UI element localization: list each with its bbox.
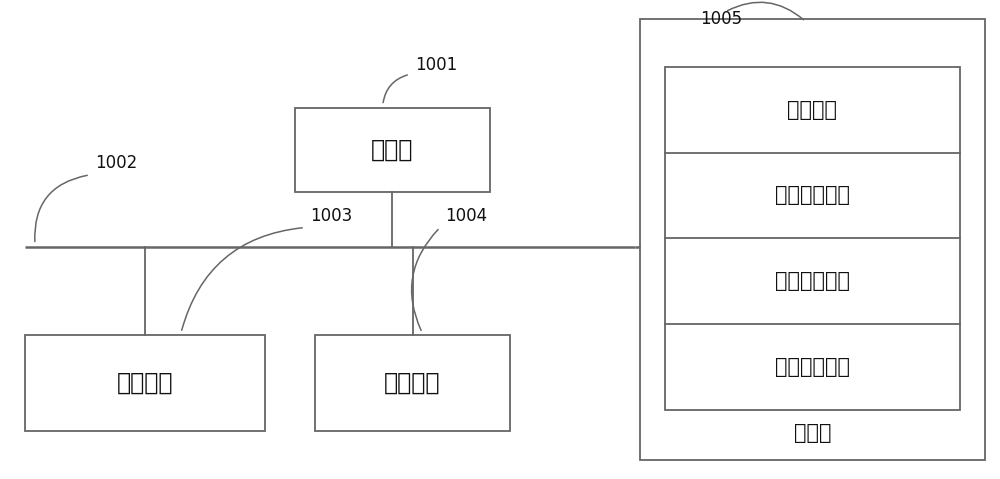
Text: 网络接口: 网络接口 [384,371,441,395]
FancyArrowPatch shape [727,2,804,20]
Text: 处理器: 处理器 [371,137,414,162]
Text: 用户接口: 用户接口 [117,371,173,395]
Text: 操作系统: 操作系统 [788,100,838,120]
Bar [25,335,265,431]
Text: 网络通信模块: 网络通信模块 [775,185,850,205]
Text: 用户接口模块: 用户接口模块 [775,271,850,291]
Bar [665,67,960,410]
Text: 1005: 1005 [700,10,742,28]
FancyArrowPatch shape [182,228,302,330]
Text: 1001: 1001 [415,56,457,74]
Bar [640,19,985,460]
FancyArrowPatch shape [35,175,87,241]
Text: 1003: 1003 [310,207,352,225]
Bar [295,108,490,192]
FancyArrowPatch shape [383,75,407,103]
Text: 1002: 1002 [95,154,137,172]
Text: 1004: 1004 [445,207,487,225]
FancyArrowPatch shape [412,229,438,331]
Text: 风险评估程序: 风险评估程序 [775,357,850,377]
Bar [315,335,510,431]
Text: 存储器: 存储器 [794,423,831,444]
